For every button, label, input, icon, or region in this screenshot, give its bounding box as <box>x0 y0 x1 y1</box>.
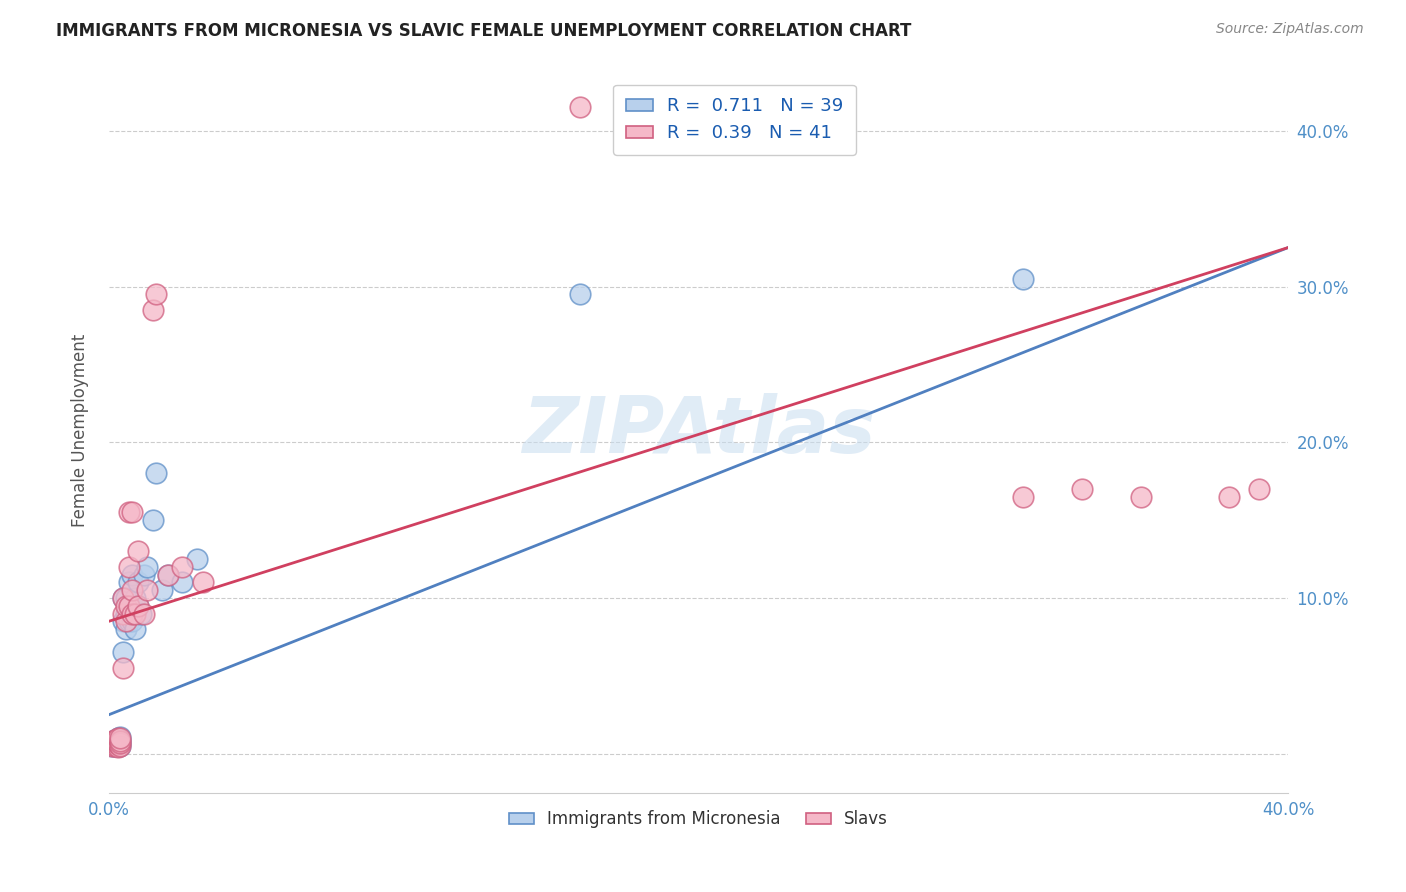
Point <box>118 615 141 629</box>
Point <box>145 467 167 481</box>
Point <box>112 661 135 675</box>
Point <box>136 559 159 574</box>
Point <box>124 622 146 636</box>
Point <box>110 736 132 750</box>
Point <box>100 739 122 753</box>
Point <box>100 739 122 753</box>
Point <box>121 567 143 582</box>
Y-axis label: Female Unemployment: Female Unemployment <box>72 334 89 527</box>
Point <box>121 583 143 598</box>
Point <box>110 739 132 753</box>
Point <box>118 575 141 590</box>
Point <box>107 738 129 752</box>
Point <box>124 607 146 621</box>
Point <box>1070 482 1092 496</box>
Point <box>124 591 146 605</box>
Point <box>110 734 132 748</box>
Text: Source: ZipAtlas.com: Source: ZipAtlas.com <box>1216 22 1364 37</box>
Point <box>107 739 129 753</box>
Point <box>136 583 159 598</box>
Point <box>127 599 149 613</box>
Point <box>112 646 135 660</box>
Point <box>107 731 129 746</box>
Point <box>115 599 138 613</box>
Text: IMMIGRANTS FROM MICRONESIA VS SLAVIC FEMALE UNEMPLOYMENT CORRELATION CHART: IMMIGRANTS FROM MICRONESIA VS SLAVIC FEM… <box>56 22 911 40</box>
Point <box>145 287 167 301</box>
Point <box>112 615 135 629</box>
Point <box>1247 482 1270 496</box>
Point <box>1011 272 1033 286</box>
Point <box>132 567 155 582</box>
Legend: Immigrants from Micronesia, Slavs: Immigrants from Micronesia, Slavs <box>502 804 894 835</box>
Text: ZIPAtlas: ZIPAtlas <box>522 392 875 468</box>
Point <box>115 615 138 629</box>
Point <box>1129 490 1152 504</box>
Point <box>115 622 138 636</box>
Point <box>103 739 125 753</box>
Point <box>127 544 149 558</box>
Point <box>142 513 165 527</box>
Point <box>112 591 135 605</box>
Point <box>103 736 125 750</box>
Point <box>110 736 132 750</box>
Point <box>103 739 125 753</box>
Point <box>118 599 141 613</box>
Point <box>110 731 132 746</box>
Point <box>107 738 129 752</box>
Point <box>142 302 165 317</box>
Point <box>112 607 135 621</box>
Point <box>1218 490 1240 504</box>
Point <box>118 505 141 519</box>
Point <box>129 607 152 621</box>
Point <box>127 599 149 613</box>
Point <box>127 575 149 590</box>
Point <box>107 734 129 748</box>
Point <box>112 591 135 605</box>
Point <box>100 734 122 748</box>
Point <box>156 567 179 582</box>
Point <box>107 736 129 750</box>
Point <box>110 732 132 747</box>
Point <box>132 607 155 621</box>
Point <box>115 607 138 621</box>
Point <box>121 505 143 519</box>
Point <box>121 599 143 613</box>
Point <box>191 575 214 590</box>
Point <box>1011 490 1033 504</box>
Point <box>110 739 132 753</box>
Point <box>121 615 143 629</box>
Point <box>103 732 125 747</box>
Point <box>186 552 208 566</box>
Point <box>121 607 143 621</box>
Point <box>107 731 129 746</box>
Point <box>172 575 194 590</box>
Point <box>107 740 129 755</box>
Point <box>110 730 132 744</box>
Point <box>569 100 592 114</box>
Point <box>100 738 122 752</box>
Point <box>103 732 125 747</box>
Point <box>156 567 179 582</box>
Point <box>150 583 173 598</box>
Point <box>103 736 125 750</box>
Point <box>115 591 138 605</box>
Point <box>569 287 592 301</box>
Point <box>172 559 194 574</box>
Point <box>100 736 122 750</box>
Point <box>118 559 141 574</box>
